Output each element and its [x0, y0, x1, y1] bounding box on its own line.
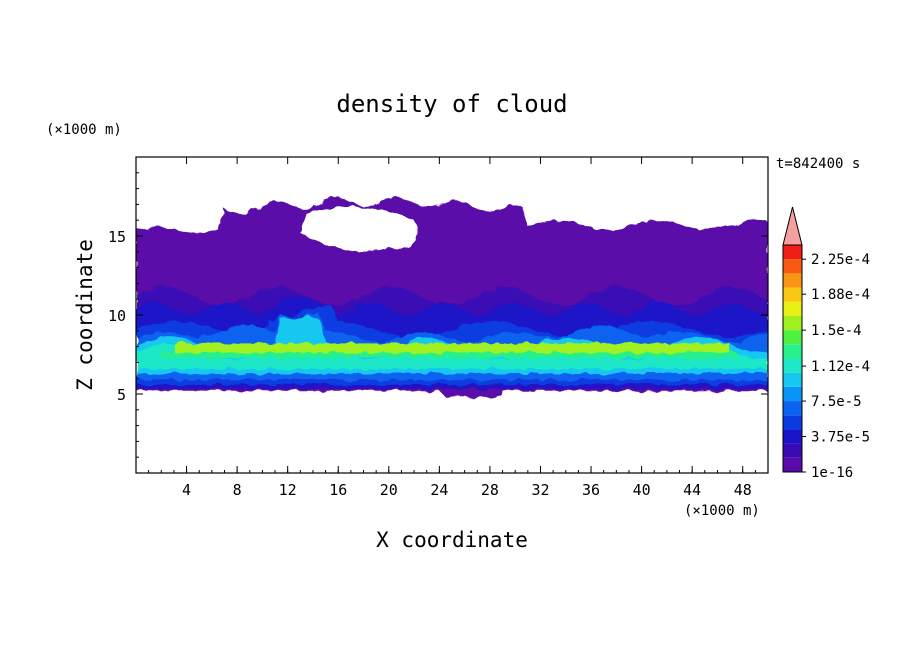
y-axis-label: Z coordinate [73, 239, 97, 391]
colorbar-swatch [783, 386, 802, 402]
colorbar-swatch [783, 457, 802, 472]
colorbar-tick-label: 3.75e-5 [811, 430, 870, 446]
colorbar-swatch [783, 315, 802, 331]
y-ticks: 5 10 15 [108, 172, 768, 458]
x-tick-label: 8 [233, 481, 242, 499]
heatmap-field [136, 196, 768, 398]
x-tick-label: 16 [329, 481, 347, 499]
y-tick-label: 5 [117, 386, 126, 404]
colorbar-swatch [783, 287, 802, 302]
x-tick-label: 4 [182, 481, 191, 499]
colorbar-swatch [783, 443, 802, 458]
colorbar-swatch [783, 301, 802, 316]
clear-air-gap [300, 206, 420, 253]
y-unit-label: (×1000 m) [46, 122, 122, 138]
x-axis-label: X coordinate [376, 528, 528, 552]
colorbar-swatch [783, 259, 802, 274]
cloud-core [173, 343, 731, 353]
x-tick-label: 36 [582, 481, 600, 499]
chart-title: density of cloud [336, 90, 567, 118]
x-tick-label: 48 [734, 481, 752, 499]
colorbar-tick-label: 7.5e-5 [811, 394, 862, 410]
x-unit-label: (×1000 m) [684, 503, 760, 519]
colorbar-swatch [783, 330, 802, 345]
time-label: t=842400 s [776, 156, 860, 172]
colorbar-tick-label: 2.25e-4 [811, 252, 870, 268]
colorbar-tick-label: 1.5e-4 [811, 323, 862, 339]
colorbar-swatch [783, 429, 802, 444]
colorbar-swatch [783, 358, 802, 373]
colorbar-swatch [783, 344, 802, 359]
y-tick-label: 10 [108, 307, 126, 325]
colorbar-extend-arrow [782, 206, 803, 246]
x-tick-label: 32 [531, 481, 549, 499]
colorbar-swatch [783, 415, 802, 430]
colorbar-tick-label: 1.88e-4 [811, 287, 870, 303]
colorbar-frame [782, 244, 803, 473]
x-tick-label: 28 [481, 481, 499, 499]
colorbar-tick-label: 1.12e-4 [811, 359, 870, 375]
colorbar-swatch [783, 372, 802, 387]
colorbar: 2.25e-4 1.88e-4 1.5e-4 1.12e-4 7.5e-5 3.75e-5… [782, 206, 870, 481]
x-tick-label: 24 [430, 481, 448, 499]
x-tick-label: 40 [633, 481, 651, 499]
colorbar-swatch [783, 401, 802, 416]
colorbar-swatch [783, 273, 802, 288]
x-tick-label: 12 [279, 481, 297, 499]
x-tick-label: 44 [683, 481, 701, 499]
colorbar-swatch [783, 245, 802, 260]
x-tick-label: 20 [380, 481, 398, 499]
x-ticks: 4 8 12 16 20 24 28 32 36 40 44 48 [148, 157, 756, 499]
colorbar-tick-label: 1e-16 [811, 465, 853, 481]
y-tick-label: 15 [108, 228, 126, 246]
